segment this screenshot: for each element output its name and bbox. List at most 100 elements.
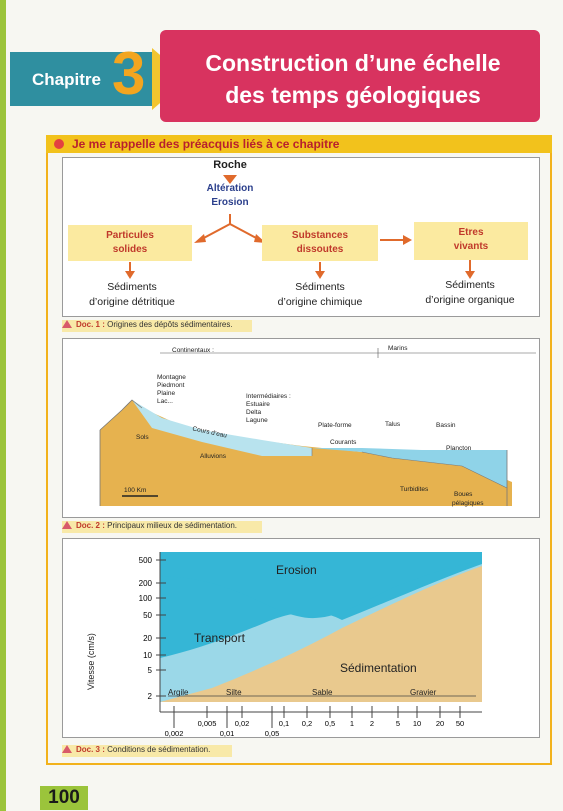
sediment-chimique-line2: d’origine chimique xyxy=(277,296,363,308)
particle-sable: Sable xyxy=(312,688,333,697)
doc1-caption-doc: Doc. 1 : xyxy=(76,320,105,329)
scale-label: 100 Km xyxy=(124,487,147,494)
box-substances-line1: Substances xyxy=(291,230,349,241)
x-tick-label: 0,05 xyxy=(265,729,280,738)
title-banner xyxy=(160,30,540,122)
turbidites-label: Turbidites xyxy=(400,486,429,493)
right-arrow-icon xyxy=(380,235,412,245)
continental-item: Piedmont xyxy=(157,382,185,389)
transport-label: Transport xyxy=(194,631,245,645)
y-tick-label: 500 xyxy=(139,556,153,565)
x-tick-label: 0,002 xyxy=(165,729,184,738)
sedimentation-label: Sédimentation xyxy=(340,661,417,675)
chapter-label: Chapitre xyxy=(32,70,101,89)
alteration-label: Altération xyxy=(206,183,254,194)
x-tick-label: 5 xyxy=(396,719,400,728)
particle-gravier: Gravier xyxy=(410,688,437,697)
sediment-chimique-line1: Sédiments xyxy=(295,281,345,293)
box-particules: Particules solides xyxy=(68,225,192,261)
doc3-caption-text: Conditions de sédimentation. xyxy=(107,745,211,754)
warning-triangle-icon xyxy=(62,745,72,753)
sedimentation-area xyxy=(160,566,482,702)
x-tick-label: 50 xyxy=(456,719,464,728)
x-tick-label: 0,5 xyxy=(325,719,335,728)
x-tick-label: 0,005 xyxy=(198,719,217,728)
doc2-caption-doc: Doc. 2 : xyxy=(76,521,105,530)
down-arrow-icon xyxy=(315,262,325,279)
sediment-detritique: Sédiments d’origine détritique xyxy=(70,280,194,310)
box-substances-line2: dissoutes xyxy=(296,244,344,255)
section-header xyxy=(46,135,552,153)
marine-label: Marins xyxy=(388,345,408,352)
y-axis-label: Vitesse (cm/s) xyxy=(86,633,96,690)
intermediate-list: Intermédiaires : Estuaire Delta Lagune xyxy=(246,393,291,425)
sediment-organique-line2: d’origine organique xyxy=(425,294,515,306)
x-tick-label: 0,02 xyxy=(235,719,250,728)
box-etres-line2: vivants xyxy=(453,241,489,252)
sediment-organique: Sédiments d’origine organique xyxy=(408,278,532,308)
doc3-caption: Doc. 3 : Conditions de sédimentation. xyxy=(62,745,232,757)
y-tick-label: 5 xyxy=(148,666,153,675)
intermediate-item: Lagune xyxy=(246,417,268,424)
doc1-caption: Doc. 1 : Origines des dépôts sédimentair… xyxy=(62,320,252,332)
particle-argile: Argile xyxy=(168,688,189,697)
y-ticks: 500 200 100 50 20 10 5 2 xyxy=(139,556,166,701)
continental-item: Lac... xyxy=(157,398,173,405)
box-particules-line2: solides xyxy=(112,244,148,255)
continental-label: Continentaux : xyxy=(172,347,214,354)
x-tick-label: 0,1 xyxy=(279,719,289,728)
x-tick-label: 10 xyxy=(413,719,421,728)
doc2-caption: Doc. 2 : Principaux milieux de sédimenta… xyxy=(62,521,262,533)
page-title-line-1: Construction d’une échelle xyxy=(205,50,501,76)
doc2-caption-text: Principaux milieux de sédimentation. xyxy=(107,521,237,530)
bassin-label: Bassin xyxy=(436,422,456,429)
doc3-caption-doc: Doc. 3 : xyxy=(76,745,105,754)
boues-label-1: Boues xyxy=(454,491,473,498)
boues-label-2: pélagiques xyxy=(452,500,484,507)
box-particules-line1: Particules xyxy=(106,230,154,241)
warning-triangle-icon xyxy=(62,320,72,328)
page-number: 100 xyxy=(40,786,88,810)
x-ticks: 0,005 0,02 0,1 0,2 0,5 1 2 5 10 20 50 0,002 0,01 0,05 xyxy=(165,706,464,738)
x-tick-label: 0,01 xyxy=(220,729,235,738)
courants-label: Courants xyxy=(330,439,357,446)
sedimentation-environments-diagram xyxy=(99,348,536,506)
down-arrow-icon xyxy=(465,260,475,279)
x-tick-label: 2 xyxy=(370,719,374,728)
page-title-line-2: des temps géologiques xyxy=(225,82,481,108)
sediment-detritique-line1: Sédiments xyxy=(107,281,157,293)
y-tick-label: 20 xyxy=(143,634,152,643)
continental-list: Montagne Piedmont Plaine Lac... xyxy=(157,374,186,406)
x-tick-label: 1 xyxy=(350,719,354,728)
y-tick-label: 200 xyxy=(139,579,153,588)
box-substances: Substances dissoutes xyxy=(262,225,378,261)
x-tick-label: 20 xyxy=(436,719,444,728)
y-tick-label: 50 xyxy=(143,611,152,620)
box-etres: Etres vivants xyxy=(414,222,528,260)
chapter-badge xyxy=(10,52,155,106)
sediment-detritique-line2: d’origine détritique xyxy=(89,296,175,308)
warning-triangle-icon xyxy=(62,521,72,529)
particle-silte: Silte xyxy=(226,688,242,697)
y-tick-label: 100 xyxy=(139,594,153,603)
sedimentation-chart: 500 200 100 50 20 10 5 2 0,005 0,02 0,1 0,2 0,5 1 2 5 1… xyxy=(139,552,482,738)
down-arrow-icon xyxy=(223,175,237,184)
sols-label: Sols xyxy=(136,434,149,441)
intermediate-item: Estuaire xyxy=(246,401,270,408)
bullet-icon xyxy=(54,139,64,149)
y-tick-label: 2 xyxy=(148,692,153,701)
sediment-organique-line1: Sédiments xyxy=(445,279,495,291)
box-etres-line1: Etres xyxy=(458,227,484,238)
continental-item: Montagne xyxy=(157,374,186,381)
y-tick-label: 10 xyxy=(143,651,152,660)
doc1-caption-text: Origines des dépôts sédimentaires. xyxy=(107,320,233,329)
erosion-label: Erosion xyxy=(276,563,317,577)
intermediate-item: Delta xyxy=(246,409,262,416)
continental-item: Plaine xyxy=(157,390,176,397)
talus-label: Talus xyxy=(385,421,401,428)
down-arrow-icon xyxy=(125,262,135,279)
page-edge-bar xyxy=(0,0,6,811)
roche-label: Roche xyxy=(213,159,247,171)
section-title: Je me rappelle des préacquis liés à ce c… xyxy=(72,137,340,151)
plateforme-label: Plate-forme xyxy=(318,422,352,429)
